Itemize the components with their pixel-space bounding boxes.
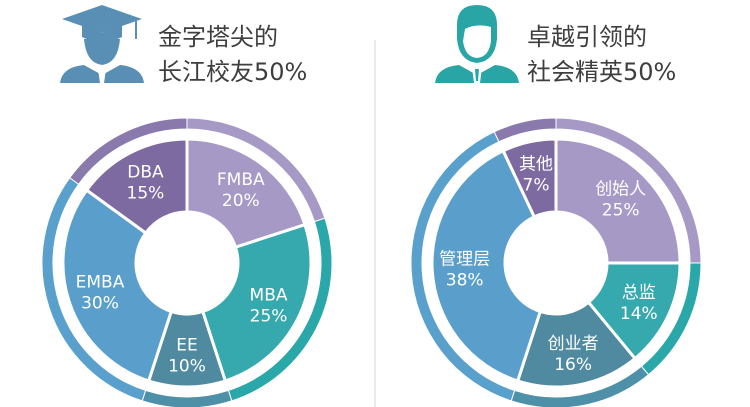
slice-label-4: 其他 — [519, 155, 553, 175]
donut-slice-0 — [185, 137, 307, 250]
businessman-icon — [435, 5, 519, 83]
donut-slice-0 — [554, 137, 682, 265]
shoulders-shape — [435, 65, 519, 83]
chart-title-line-2: 长江校友50% — [158, 58, 307, 86]
tie-shape — [98, 69, 106, 83]
donut-slices — [430, 137, 682, 389]
slice-label-3: EMBA — [76, 272, 125, 292]
ring-segment-2 — [141, 389, 233, 407]
slice-value-label-4: 7% — [523, 176, 550, 196]
slice-value-label-0: 25% — [602, 200, 640, 220]
slice-value-label-2: 16% — [554, 355, 592, 375]
tie-shape — [475, 69, 479, 81]
slice-label-1: 总监 — [622, 283, 656, 303]
donut-slice-4 — [84, 137, 189, 236]
slice-value-label-3: 30% — [81, 293, 119, 313]
slice-value-label-0: 20% — [222, 191, 260, 211]
slice-label-2: 创业者 — [548, 334, 599, 354]
chart-title-line-2: 社会精英50% — [527, 58, 676, 86]
outer-ring — [410, 117, 702, 407]
outer-ring — [41, 117, 333, 407]
donut-slice-1 — [200, 222, 313, 383]
face-shape — [84, 39, 120, 65]
slice-value-label-1: 25% — [250, 307, 288, 327]
slice-label-0: FMBA — [217, 170, 265, 190]
slice-label-4: DBA — [127, 162, 164, 182]
chart-title-line-1: 金字塔尖的 — [158, 23, 278, 51]
slice-value-label-3: 38% — [446, 271, 484, 291]
slice-label-2: EE — [176, 336, 197, 356]
ring-segment-4 — [68, 117, 188, 185]
slice-value-label-2: 10% — [168, 357, 206, 377]
chart-title-line-1: 卓越引领的 — [527, 23, 647, 51]
mortarboard-shape — [62, 5, 142, 33]
cap-band-shape — [82, 25, 122, 42]
slice-label-3: 管理层 — [439, 250, 490, 270]
shoulders-shape — [60, 65, 144, 83]
slice-value-label-4: 15% — [127, 183, 165, 203]
slice-label-0: 创始人 — [595, 179, 646, 199]
donut-slice-4 — [501, 137, 558, 219]
ring-segment-4 — [493, 117, 557, 143]
donut-slice-3 — [430, 148, 543, 383]
donut-slices — [61, 137, 313, 389]
face-shape — [463, 25, 491, 58]
donut-slice-3 — [61, 188, 174, 383]
graduate-icon — [60, 5, 144, 83]
slice-value-label-1: 14% — [620, 304, 658, 324]
slice-label-1: MBA — [250, 286, 288, 306]
donut-slice-2 — [515, 300, 638, 389]
